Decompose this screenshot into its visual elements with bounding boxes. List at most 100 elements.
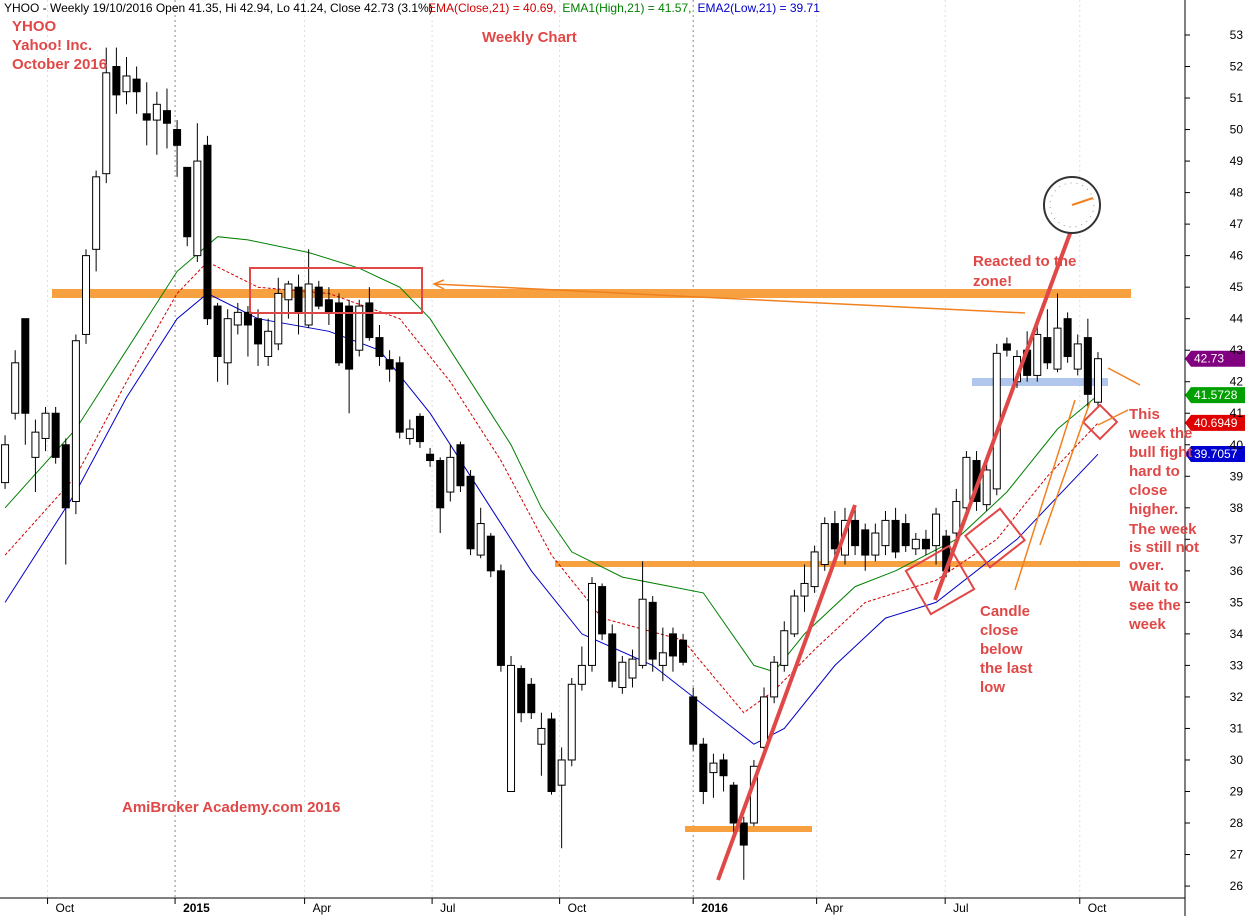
price-label: 41.5728 <box>1194 388 1238 402</box>
resistance-zone <box>52 289 1131 298</box>
trendline <box>933 227 1074 601</box>
y-tick-label: 32 <box>1230 690 1244 704</box>
candle-body <box>345 305 354 370</box>
overlay <box>249 176 1141 881</box>
candle-body <box>436 460 445 509</box>
candle-body <box>1043 337 1052 364</box>
arrow <box>1097 409 1129 426</box>
annotation: close <box>1129 482 1167 499</box>
candle-body <box>355 305 364 351</box>
candle-body <box>719 759 728 777</box>
candle-body <box>1053 327 1062 370</box>
candle-body <box>213 305 222 358</box>
annotation: This <box>1129 406 1160 423</box>
candle-body <box>152 103 161 121</box>
y-tick-label: 39 <box>1230 469 1244 483</box>
annotation: bull fight <box>1129 444 1192 461</box>
y-tick-label: 33 <box>1230 658 1244 672</box>
candle-body <box>780 630 789 666</box>
arrow <box>433 283 1026 314</box>
marker-box <box>1081 403 1119 441</box>
candle-body <box>921 538 930 550</box>
candle-body <box>537 727 546 745</box>
candle-body <box>1093 358 1102 403</box>
candle-body <box>71 340 80 502</box>
arrow-head <box>432 279 445 290</box>
candle-body <box>608 633 617 682</box>
drawings <box>52 289 1131 832</box>
arrow <box>1107 367 1141 386</box>
candle-body <box>61 444 70 509</box>
candle-body <box>112 66 121 96</box>
indicator-label: EMA2(Low,21) = 39.71 <box>697 1 820 15</box>
candle-body <box>962 456 971 509</box>
price-label: 40.6949 <box>1194 416 1238 430</box>
chart-name: Weekly Chart <box>482 29 577 46</box>
price-badge <box>1185 350 1245 367</box>
candle-body <box>314 286 323 307</box>
candle-body <box>760 696 769 748</box>
candle-body <box>385 359 394 370</box>
x-tick-label: Apr <box>825 901 844 915</box>
candle-body <box>800 582 809 597</box>
y-tick-label: 37 <box>1230 532 1244 546</box>
candle-body <box>952 500 961 534</box>
x-tick-label: 2015 <box>183 901 210 915</box>
candle-body <box>92 176 101 250</box>
candle-body <box>577 664 586 685</box>
candle-body <box>982 469 991 506</box>
candle-body <box>527 683 536 714</box>
candle-body <box>891 519 900 553</box>
candle-body <box>11 362 20 414</box>
candle-body <box>284 283 293 301</box>
candle-body <box>41 412 50 439</box>
candle-body <box>233 311 242 326</box>
candle-body <box>254 318 263 345</box>
candle-body <box>709 762 718 774</box>
candle-body <box>395 362 404 433</box>
candle-body <box>557 759 566 786</box>
candle-body <box>638 598 647 666</box>
candle-body <box>365 302 374 339</box>
candle-body <box>567 683 576 761</box>
y-tick-label: 51 <box>1230 91 1244 105</box>
y-tick-label: 53 <box>1230 28 1244 42</box>
candle-body <box>729 784 738 824</box>
candle-body <box>132 78 141 93</box>
candle-body <box>507 664 516 792</box>
labels: YHOO - Weekly 19/10/2016 Open 41.35, Hi … <box>4 1 1243 915</box>
candle-body <box>739 822 748 846</box>
candle-body <box>547 718 556 792</box>
price-badge <box>1185 446 1245 463</box>
y-tick-label: 34 <box>1230 627 1244 641</box>
annotation: low <box>980 679 1005 696</box>
candle-body <box>881 519 890 547</box>
candle-body <box>426 453 435 462</box>
candle-body <box>82 255 91 335</box>
candle-body <box>820 523 829 566</box>
annotation: see the <box>1129 597 1181 614</box>
candle-body <box>871 532 880 556</box>
candle-body <box>122 75 131 93</box>
y-tick-label: 30 <box>1230 753 1244 767</box>
candle-body <box>810 551 819 588</box>
ticker: YHOO <box>12 18 57 35</box>
candle-body <box>183 166 192 238</box>
clock-face <box>1049 182 1095 228</box>
annotation: zone! <box>973 273 1012 290</box>
y-tick-label: 28 <box>1230 816 1244 830</box>
y-tick-label: 38 <box>1230 501 1244 515</box>
x-tick-label: Oct <box>568 901 587 915</box>
price-label: 39.7057 <box>1194 447 1238 461</box>
header: YHOO - Weekly 19/10/2016 Open 41.35, Hi … <box>4 1 433 15</box>
plot <box>1 34 1245 904</box>
candle-body <box>689 696 698 745</box>
credit: AmiBroker Academy.com 2016 <box>122 799 340 816</box>
annotation: Reacted to the <box>973 253 1076 270</box>
candle-body <box>21 318 30 414</box>
annotation: Wait to <box>1129 578 1178 595</box>
y-tick-label: 45 <box>1230 280 1244 294</box>
candle-body <box>405 428 414 439</box>
y-tick-label: 26 <box>1230 879 1244 893</box>
